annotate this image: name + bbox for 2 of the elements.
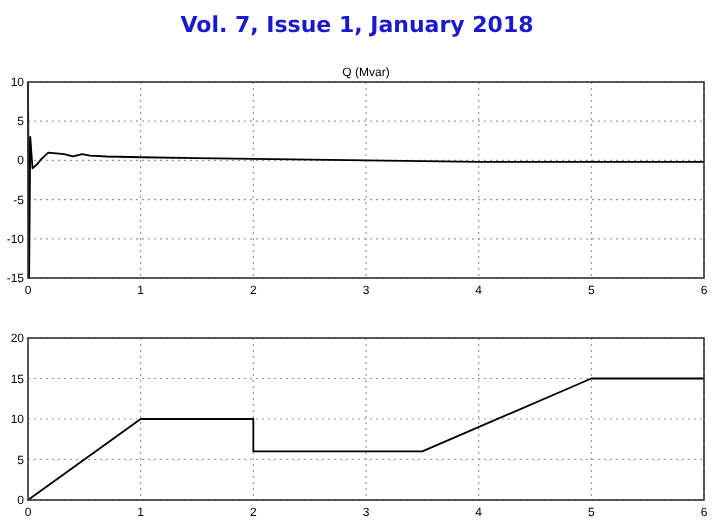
- chart-title: Vol. 7, Issue 1, January 2018: [180, 12, 534, 38]
- line-series: [27, 81, 705, 279]
